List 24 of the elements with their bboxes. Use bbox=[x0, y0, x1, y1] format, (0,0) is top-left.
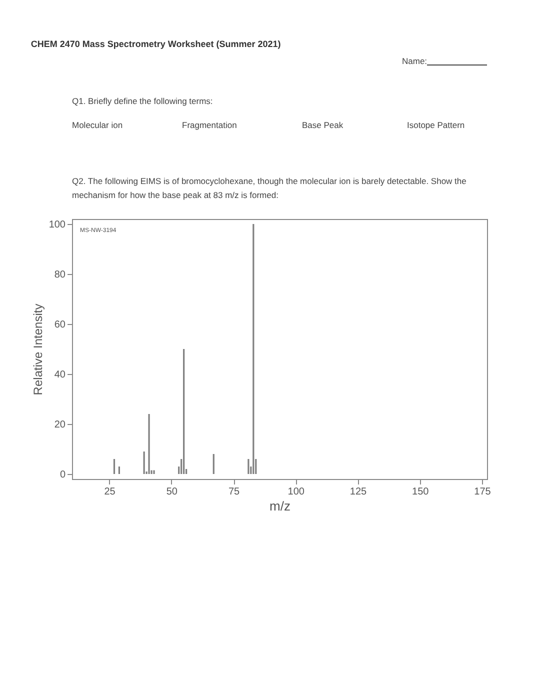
chart-title: CHEM 2470 Mass Spectrometry Worksheet (Summer 2021) bbox=[30, 39, 281, 49]
x-tick-label: 175 bbox=[474, 486, 492, 498]
text: Isotope Pattern bbox=[407, 120, 465, 130]
x-axis-title: m/z bbox=[270, 498, 290, 514]
text: Name: bbox=[402, 56, 428, 66]
text: mechanism for how the base peak at 83 m/z is formed: bbox=[72, 190, 278, 200]
x-tick-label: 75 bbox=[228, 486, 240, 498]
text: Base Peak bbox=[302, 120, 344, 130]
text: Fragmentation bbox=[182, 120, 238, 130]
text: Molecular ion bbox=[72, 120, 123, 130]
text: Q2. The following EIMS is of bromocyclohexane, though the molecular ion is barely detectable. Show the bbox=[72, 176, 467, 186]
x-tick-label: 25 bbox=[104, 486, 116, 498]
text: Q1. Briefly define the following terms: bbox=[72, 96, 213, 106]
y-axis-title: Relative Intensity bbox=[30, 304, 45, 396]
y-tick-label: 100 bbox=[48, 220, 66, 230]
x-tick-label: 50 bbox=[166, 486, 178, 498]
y-tick-label: 40 bbox=[54, 370, 66, 380]
x-tick-label: 100 bbox=[288, 486, 305, 498]
y-tick-label: 80 bbox=[54, 270, 66, 280]
y-tick-label: 0 bbox=[60, 470, 66, 480]
x-tick-label: 150 bbox=[412, 486, 430, 498]
x-tick-label: 125 bbox=[350, 486, 368, 498]
y-tick-label: 20 bbox=[54, 420, 66, 430]
y-tick-label: 60 bbox=[54, 320, 66, 330]
